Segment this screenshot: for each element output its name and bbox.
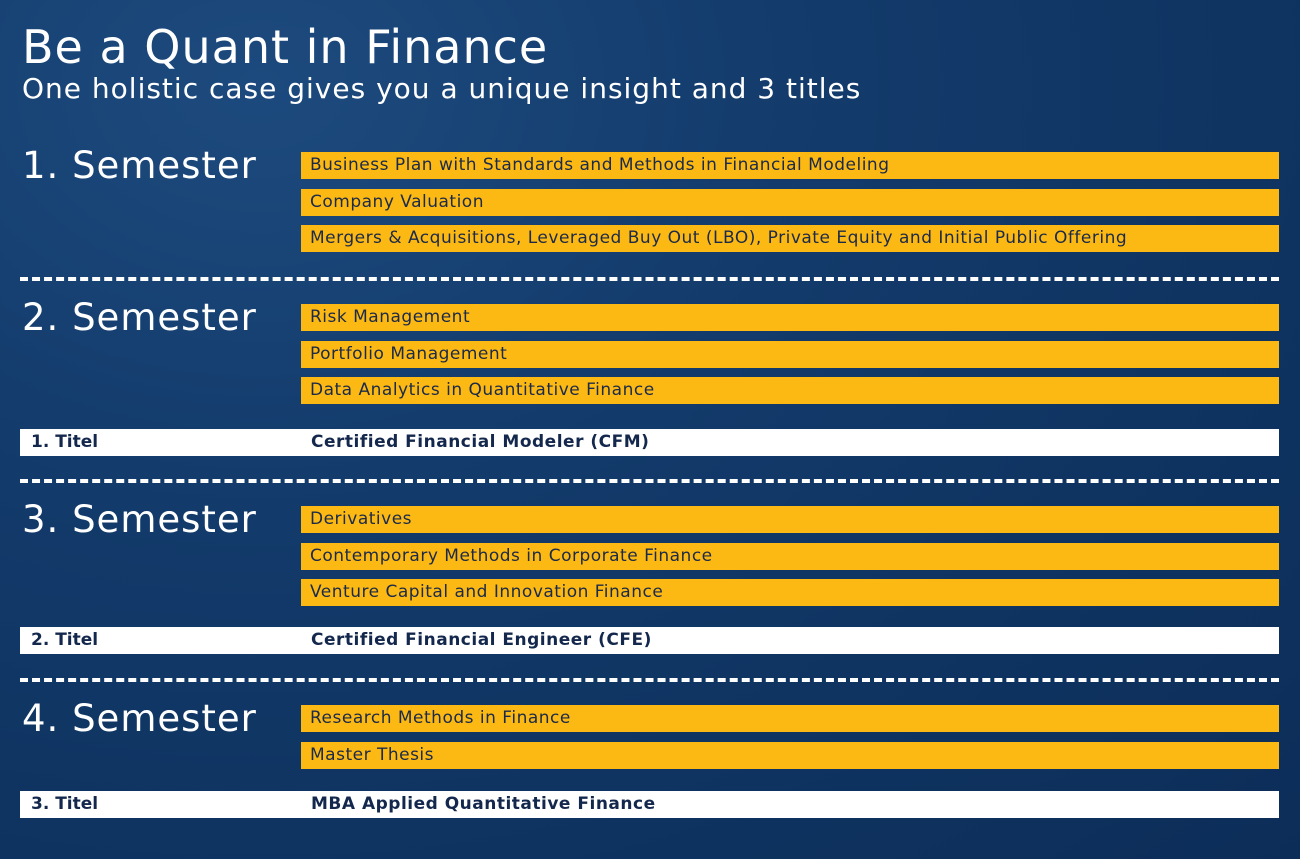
course-bar: Derivatives (301, 506, 1279, 533)
course-bar: Venture Capital and Innovation Finance (301, 579, 1279, 606)
course-bar: Research Methods in Finance (301, 705, 1279, 732)
award-label: 3. Titel (31, 794, 99, 814)
award-name: MBA Applied Quantitative Finance (311, 794, 656, 814)
course-bar: Company Valuation (301, 189, 1279, 216)
course-bar: Contemporary Methods in Corporate Financ… (301, 543, 1279, 570)
divider (20, 277, 1279, 281)
course-bar: Portfolio Management (301, 341, 1279, 368)
course-bar: Risk Management (301, 304, 1279, 331)
award-name: Certified Financial Modeler (CFM) (311, 432, 650, 452)
semester-label: 1. Semester (22, 144, 257, 187)
subtitle: One holistic case gives you a unique ins… (22, 72, 862, 105)
semester-label: 3. Semester (22, 498, 257, 541)
semester-label: 4. Semester (22, 697, 257, 740)
semester-label: 2. Semester (22, 296, 257, 339)
course-bar: Business Plan with Standards and Methods… (301, 152, 1279, 179)
award-box: 1. Titel Certified Financial Modeler (CFM… (20, 429, 1279, 456)
award-box: 3. Titel MBA Applied Quantitative Finance (20, 791, 1279, 818)
award-box: 2. Titel Certified Financial Engineer (CF… (20, 627, 1279, 654)
divider (20, 479, 1279, 483)
course-bar: Data Analytics in Quantitative Finance (301, 377, 1279, 404)
award-label: 1. Titel (31, 432, 99, 452)
title: Be a Quant in Finance (22, 20, 549, 74)
award-name: Certified Financial Engineer (CFE) (311, 630, 652, 650)
award-label: 2. Titel (31, 630, 99, 650)
course-bar: Master Thesis (301, 742, 1279, 769)
course-bar: Mergers & Acquisitions, Leveraged Buy Ou… (301, 225, 1279, 252)
divider (20, 678, 1279, 682)
